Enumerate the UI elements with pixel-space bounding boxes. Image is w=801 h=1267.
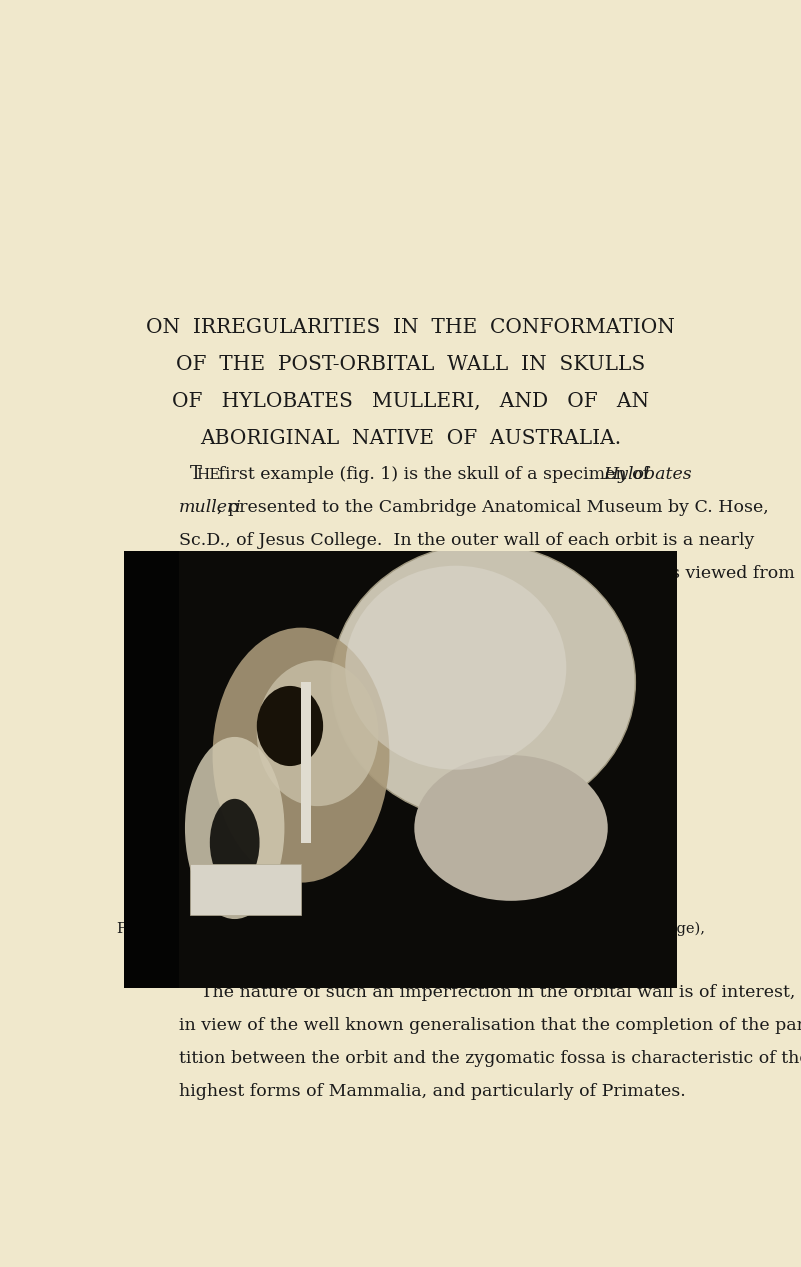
Text: showing a perforation in the post-orbital wall.: showing a perforation in the post-orbita… <box>239 946 582 960</box>
Text: tition between the orbit and the zygomatic fossa is characteristic of the: tition between the orbit and the zygomat… <box>179 1050 801 1067</box>
Text: Hylobates: Hylobates <box>603 466 691 483</box>
Text: T: T <box>190 465 202 483</box>
Text: ON  IRREGULARITIES  IN  THE  CONFORMATION: ON IRREGULARITIES IN THE CONFORMATION <box>146 318 675 337</box>
Ellipse shape <box>345 565 566 770</box>
Text: OF   HYLOBATES   MULLERI,   AND   OF   AN: OF HYLOBATES MULLERI, AND OF AN <box>172 392 649 411</box>
Text: Fig. 1.—Skull of Hylobates mulleri (from the Anatomical Museum, Cambridge),: Fig. 1.—Skull of Hylobates mulleri (from… <box>116 922 705 936</box>
Text: OF  THE  POST-ORBITAL  WALL  IN  SKULLS: OF THE POST-ORBITAL WALL IN SKULLS <box>176 355 645 374</box>
Bar <box>301 683 311 843</box>
Ellipse shape <box>257 685 323 767</box>
Text: behind.: behind. <box>179 598 245 616</box>
Bar <box>191 864 301 915</box>
Text: ABORIGINAL  NATIVE  OF  AUSTRALIA.: ABORIGINAL NATIVE OF AUSTRALIA. <box>200 428 621 447</box>
Text: Sc.D., of Jesus College.  In the outer wall of each orbit is a nearly: Sc.D., of Jesus College. In the outer wa… <box>179 532 755 549</box>
Text: mulleri: mulleri <box>179 499 242 516</box>
Ellipse shape <box>210 799 260 887</box>
Text: in view of the well known generalisation that the completion of the par-: in view of the well known generalisation… <box>179 1017 801 1034</box>
Text: highest forms of Mammalia, and particularly of Primates.: highest forms of Mammalia, and particula… <box>179 1083 686 1101</box>
Text: The nature of such an imperfection in the orbital wall is of interest,: The nature of such an imperfection in th… <box>179 984 795 1001</box>
Bar <box>124 551 179 988</box>
Ellipse shape <box>185 737 284 919</box>
Text: Fig. 1.—Skull of: Fig. 1.—Skull of <box>288 922 410 936</box>
Ellipse shape <box>257 660 378 806</box>
Ellipse shape <box>212 627 389 883</box>
Bar <box>196 576 625 914</box>
Ellipse shape <box>332 544 635 821</box>
Ellipse shape <box>414 755 608 901</box>
Text: first example (fig. 1) is the skull of a specimen of: first example (fig. 1) is the skull of a… <box>213 466 654 483</box>
Text: circular aperture, most easily observed when the skull is viewed from: circular aperture, most easily observed … <box>179 565 795 583</box>
Text: , presented to the Cambridge Anatomical Museum by C. Hose,: , presented to the Cambridge Anatomical … <box>217 499 769 516</box>
Text: HE: HE <box>196 468 221 481</box>
